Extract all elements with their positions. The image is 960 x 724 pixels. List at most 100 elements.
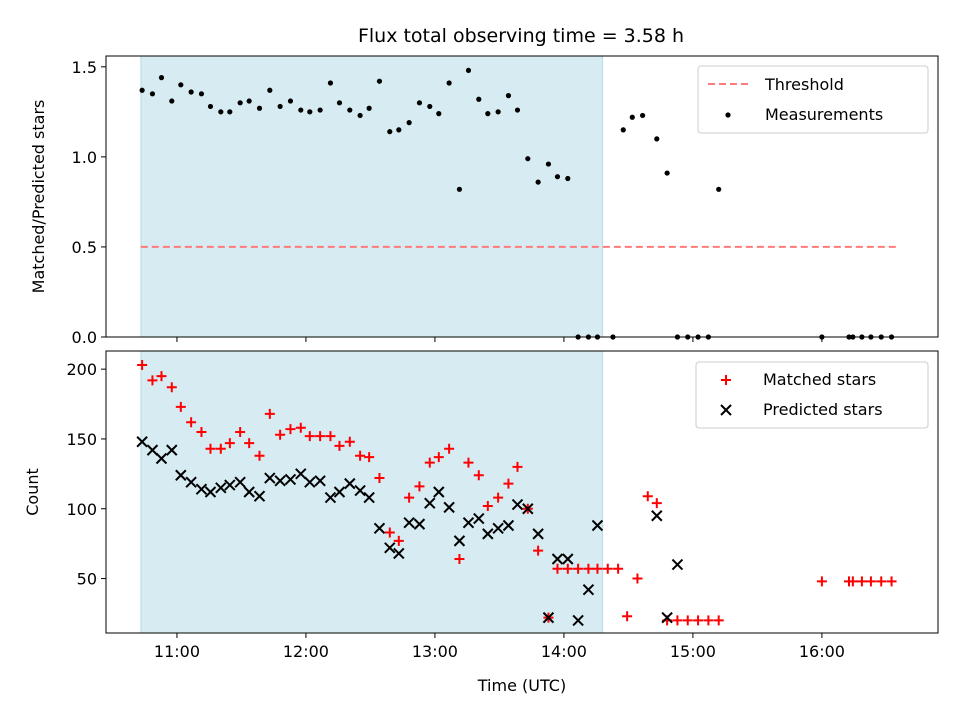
- x-tick-label: 11:00: [154, 642, 200, 661]
- x-tick-label: 12:00: [283, 642, 329, 661]
- predicted-stars-point: [166, 444, 178, 456]
- predicted-stars-point: [314, 475, 326, 487]
- matched-stars-point: [622, 611, 633, 622]
- matched-stars-point: [384, 527, 395, 538]
- measurements-point: [446, 80, 452, 86]
- predicted-stars-point: [453, 535, 466, 547]
- measurements-point: [436, 111, 442, 117]
- measurements-point: [178, 82, 184, 88]
- predicted-stars-point: [424, 497, 436, 509]
- predicted-legend-swatch: [720, 404, 732, 416]
- measurements-legend-label: Measurements: [765, 105, 883, 124]
- matched-legend-swatch: [721, 375, 731, 385]
- predicted-stars-point: [264, 472, 276, 484]
- matched-stars-point: [703, 615, 714, 626]
- measurements-point: [640, 112, 646, 119]
- measurements-point: [664, 170, 670, 176]
- matched-stars-point: [602, 563, 613, 574]
- matched-stars-point: [682, 615, 693, 626]
- ratio-ylabel: Matched/Predicted stars: [29, 100, 48, 294]
- count-legend: Matched stars Predicted stars: [695, 361, 929, 429]
- ratio-panel: 0.0 0.5 1.0 1.5 Matched/Predicted stars Thr…: [29, 55, 939, 347]
- measurements-point: [246, 98, 252, 104]
- predicted-stars-point: [274, 475, 286, 487]
- measurements-point: [476, 96, 482, 102]
- predicted-stars-point: [492, 522, 504, 535]
- measurements-point: [298, 107, 304, 113]
- measurements-point: [465, 67, 472, 74]
- y-tick-label-bot: 50: [77, 570, 97, 589]
- matched-stars-point: [147, 375, 158, 386]
- measurements-point: [158, 75, 165, 81]
- matched-stars-point: [304, 431, 315, 442]
- predicted-stars-point: [243, 486, 255, 498]
- matched-stars-point: [364, 452, 375, 463]
- matched-stars-point: [473, 470, 484, 481]
- matched-stars-point: [295, 422, 306, 433]
- predicted-stars-point: [511, 498, 524, 511]
- predicted-stars-point: [562, 553, 574, 565]
- matched-stars-point: [592, 563, 603, 574]
- predicted-stars-point: [354, 484, 366, 497]
- matched-stars-point: [285, 424, 296, 435]
- matched-stars-point: [244, 438, 255, 449]
- y-tick-label-top: 0.5: [72, 238, 97, 257]
- y-tick-label-top: 1.5: [72, 58, 97, 77]
- matched-stars-point: [325, 431, 336, 442]
- x-tick-label: 15:00: [670, 642, 716, 661]
- predicted-stars-point: [522, 503, 534, 515]
- matched-stars-point: [573, 563, 584, 574]
- predicted-stars-point: [413, 518, 426, 530]
- ratio-axes-frame: [105, 55, 939, 338]
- matched-stars-point: [583, 563, 594, 574]
- measurements-point: [535, 179, 541, 185]
- matched-stars-point: [166, 382, 177, 393]
- matched-stars-point: [493, 492, 504, 503]
- matched-stars-point: [137, 359, 148, 370]
- matched-stars-point: [856, 576, 867, 587]
- measurements-point: [287, 98, 294, 104]
- predicted-stars-point: [185, 476, 197, 488]
- x-tick-label: 14:00: [541, 642, 587, 661]
- measurements-point: [485, 111, 491, 117]
- predicted-stars-point: [433, 486, 445, 498]
- predicted-stars-point: [284, 473, 297, 486]
- matched-stars-point: [344, 436, 355, 447]
- matched-stars-point: [215, 443, 226, 454]
- predicted-stars-point: [204, 486, 217, 498]
- measurements-point: [207, 103, 214, 110]
- predicted-stars-point: [333, 486, 346, 498]
- matched-stars-point: [414, 481, 425, 492]
- predicted-stars-point: [661, 611, 673, 624]
- matched-stars-point: [886, 576, 897, 587]
- predicted-stars-point: [215, 482, 227, 494]
- measurements-point: [218, 109, 224, 115]
- matched-stars-point: [264, 408, 275, 419]
- measurements-point: [277, 103, 283, 110]
- measurements-point: [505, 93, 512, 99]
- matched-stars-point: [355, 450, 366, 461]
- matched-stars-point: [482, 500, 493, 511]
- matched-stars-point: [424, 457, 435, 468]
- y-tick-label-bot: 100: [66, 500, 97, 519]
- predicted-stars-point: [324, 491, 337, 504]
- matched-stars-point: [512, 461, 523, 472]
- matched-stars-point: [275, 429, 286, 440]
- matched-stars-point: [454, 554, 465, 565]
- matched-stars-point: [533, 545, 544, 556]
- y-tick-label-top: 1.0: [72, 148, 97, 167]
- predicted-stars-point: [582, 584, 595, 596]
- matched-stars-point: [876, 576, 887, 587]
- measurements-legend-swatch: [725, 112, 731, 118]
- matched-stars-point: [463, 457, 474, 468]
- time-xlabel: Time (UTC): [477, 676, 566, 695]
- predicted-stars-point: [253, 490, 266, 502]
- measurements-point: [169, 98, 175, 104]
- predicted-stars-point: [373, 522, 386, 535]
- predicted-stars-point: [136, 436, 148, 448]
- predicted-stars-point: [363, 491, 375, 504]
- matched-stars-point: [334, 440, 345, 451]
- measurements-point: [495, 109, 501, 115]
- measurements-point: [387, 129, 393, 135]
